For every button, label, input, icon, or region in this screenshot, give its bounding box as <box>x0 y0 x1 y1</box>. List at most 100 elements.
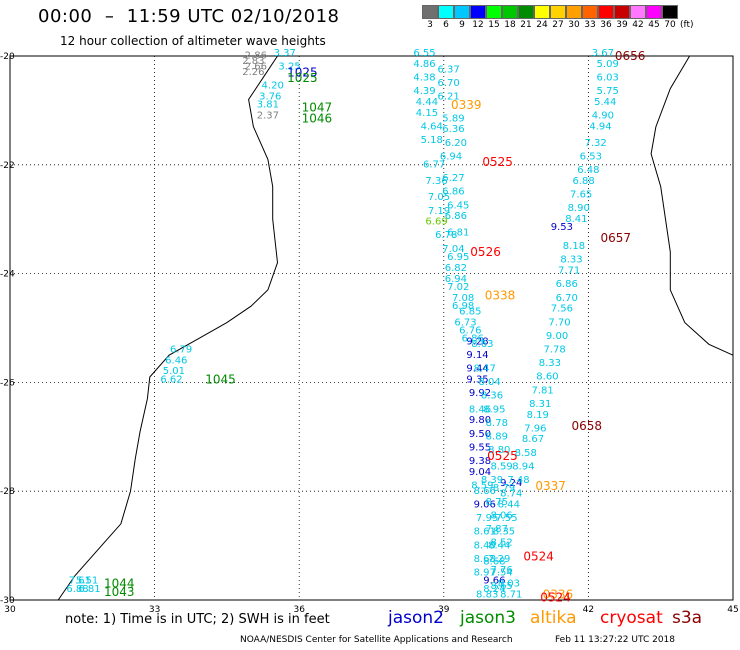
swh-value-label: 8.36 <box>481 391 503 402</box>
legend-swatch <box>662 5 678 19</box>
legend-bin: 3 <box>422 5 438 31</box>
swh-value-label: 7.71 <box>558 266 580 277</box>
legend-label: 27 <box>552 20 564 30</box>
legend-bin: 42 <box>630 5 646 31</box>
y-tick-label: -24 <box>0 270 15 280</box>
swh-value-label: 9.35 <box>466 374 488 385</box>
swh-value-label: 3.37 <box>274 48 296 59</box>
swh-value-label: 4.15 <box>416 108 438 119</box>
swh-value-label: 6.55 <box>413 48 435 59</box>
pass-time-label: 0525 <box>487 449 518 463</box>
legend-label: 45 <box>648 20 660 30</box>
legend-swatch <box>630 5 646 19</box>
swh-value-label: 9.66 <box>483 576 505 587</box>
swh-value-label: 2.86 <box>245 51 267 62</box>
swh-value-label: 4.90 <box>592 111 614 122</box>
legend-bin: 30 <box>566 5 582 31</box>
swh-value-label: 6.62 <box>160 374 182 385</box>
swh-value-label: 6.77 <box>423 160 445 171</box>
swh-value-label: 8.90 <box>568 203 590 214</box>
swh-value-label: 7.04 <box>442 244 464 255</box>
legend-unit: (ft) <box>680 20 694 30</box>
pass-time-label: 0524 <box>523 549 554 563</box>
pass-time-label: 0525 <box>482 155 513 169</box>
swh-value-label: 8.19 <box>527 410 549 421</box>
swh-value-label: 7.36 <box>425 176 447 187</box>
swh-value-label: 8.18 <box>563 241 585 252</box>
swh-value-label: 7.76 <box>491 565 513 576</box>
swh-value-label: 6.73 <box>454 317 476 328</box>
pass-time-label: 0656 <box>615 49 646 63</box>
swh-value-label: 8.31 <box>529 399 551 410</box>
legend-swatch <box>566 5 582 19</box>
legend-label: 33 <box>584 20 596 30</box>
swh-value-label: 9.28 <box>466 336 488 347</box>
swh-value-label: 8.24 <box>483 584 505 595</box>
swh-value-label: 6.36 <box>442 124 464 135</box>
page-subtitle: 12 hour collection of altimeter wave hei… <box>60 34 326 48</box>
swh-value-label: 5.89 <box>442 113 464 124</box>
swh-value-label: 7.70 <box>548 317 570 328</box>
x-tick-label: 30 <box>4 605 16 615</box>
swh-value-label: 8.79 <box>493 483 515 494</box>
swh-value-label: 6.78 <box>435 230 457 241</box>
swh-value-label: 8.52 <box>491 538 513 549</box>
swh-value-label: 8.41 <box>565 214 587 225</box>
swh-value-label: 9.44 <box>466 364 488 375</box>
legend-label: 42 <box>632 20 644 30</box>
pass-time-label: 0337 <box>535 479 566 493</box>
swh-value-label: 6.76 <box>459 325 481 336</box>
swh-value-label: 7.02 <box>447 282 469 293</box>
swh-value-label: 7.61 <box>69 576 91 587</box>
legend-label: 21 <box>520 20 532 30</box>
swh-value-label: 7.55 <box>495 513 517 524</box>
pass-time-label: 1044 <box>104 577 135 591</box>
x-tick-label: 33 <box>149 605 160 615</box>
swh-value-label: 6.88 <box>572 176 594 187</box>
legend-swatch <box>614 5 630 19</box>
swh-value-label: 7.05 <box>428 192 450 203</box>
legend-label: 70 <box>664 20 676 30</box>
swh-value-label: 6.81 <box>447 228 469 239</box>
madagascar-coastline <box>650 55 734 356</box>
swh-value-label: 8.68 <box>474 554 496 565</box>
pass-time-label: 0339 <box>451 98 482 112</box>
swh-value-label: 4.64 <box>421 121 443 132</box>
legend-label: 9 <box>459 20 465 30</box>
legend-label: 6 <box>443 20 449 30</box>
pass-time-label: 0657 <box>600 231 631 245</box>
legend-label: 30 <box>568 20 580 30</box>
swh-value-label: 9.04 <box>469 467 491 478</box>
y-tick-label: -28 <box>0 487 15 497</box>
credit-text: NOAA/NESDIS Center for Satellite Applica… <box>240 635 513 645</box>
legend-swatch <box>550 5 566 19</box>
swh-value-label: 6.86 <box>556 279 578 290</box>
color-legend: 3 6 9 12 15 18 21 24 27 30 33 36 39 42 45 70 (ft) <box>422 5 694 31</box>
swh-value-label: 8.80 <box>488 445 510 456</box>
legend-label: 3 <box>427 20 433 30</box>
swh-value-label: 9.92 <box>469 388 491 399</box>
x-tick-label: 39 <box>438 605 450 615</box>
pass-time-label: 0336 <box>543 588 574 602</box>
swh-value-label: 8.40 <box>474 540 496 551</box>
swh-value-label: 6.45 <box>447 200 469 211</box>
pass-time-label: 1046 <box>302 112 333 126</box>
swh-value-label: 4.38 <box>413 72 435 83</box>
legend-swatch <box>470 5 486 19</box>
swh-value-label: 8.44 <box>488 540 510 551</box>
swh-value-label: 7.81 <box>531 385 553 396</box>
legend-bin: 39 <box>614 5 630 31</box>
legend-bin: 36 <box>598 5 614 31</box>
legend-label: 39 <box>616 20 628 30</box>
swh-value-label: 6.86 <box>442 187 464 198</box>
swh-value-label: 6.53 <box>580 151 602 162</box>
legend-bin: 33 <box>582 5 598 31</box>
swh-value-label: 3.76 <box>259 92 281 103</box>
swh-value-label: 3.81 <box>257 100 279 111</box>
swh-value-label: 7.54 <box>491 568 513 579</box>
swh-value-label: 2.83 <box>242 56 264 67</box>
swh-value-label: 6.88 <box>66 584 88 595</box>
legend-bin: 70 <box>662 5 678 31</box>
